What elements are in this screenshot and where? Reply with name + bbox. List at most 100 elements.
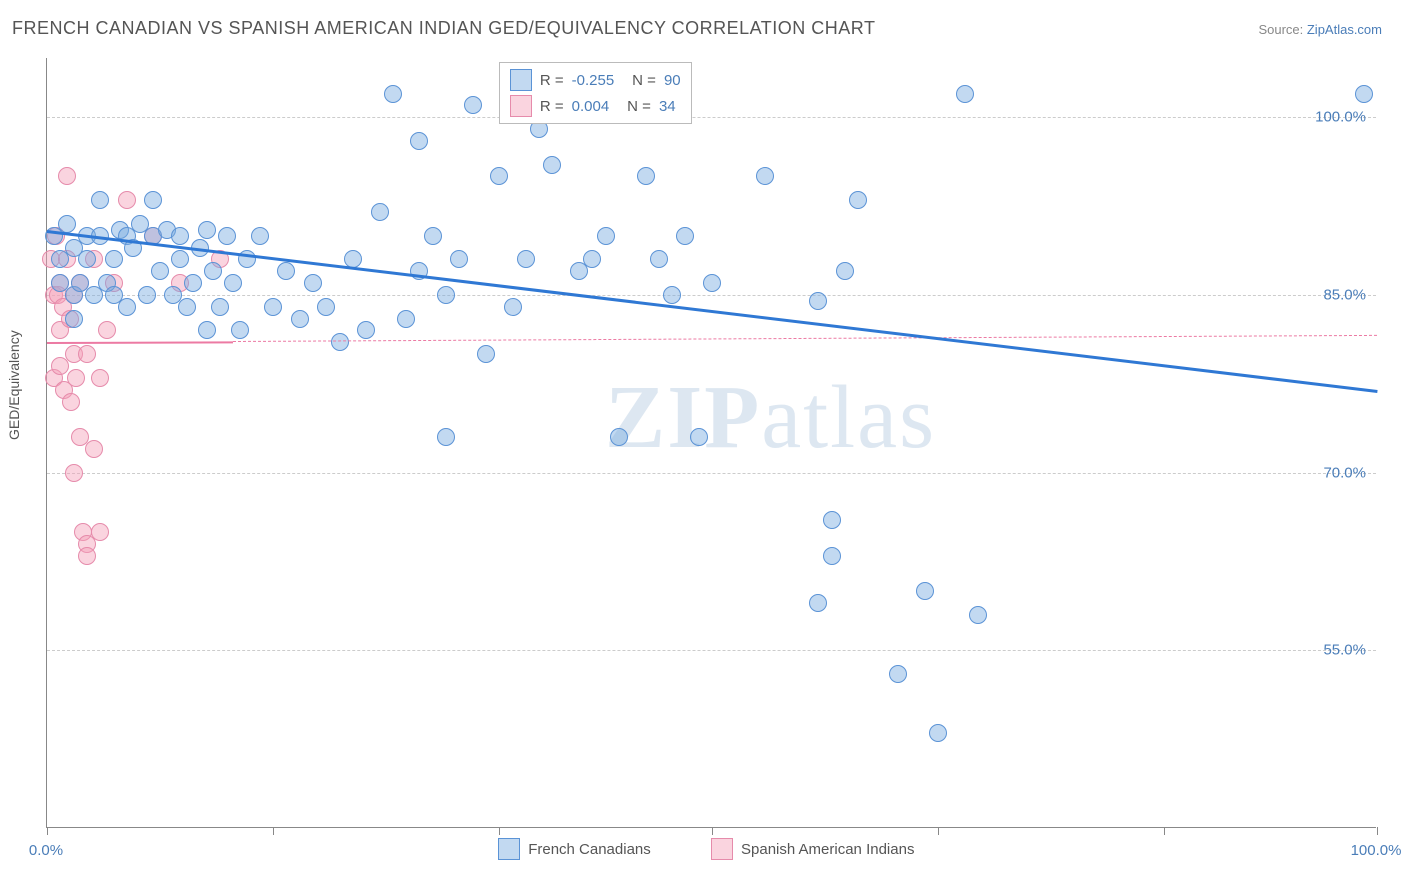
data-point bbox=[597, 227, 615, 245]
data-point bbox=[836, 262, 854, 280]
data-point bbox=[809, 594, 827, 612]
data-point bbox=[78, 547, 96, 565]
data-point bbox=[583, 250, 601, 268]
data-point bbox=[184, 274, 202, 292]
plot-area: ZIPatlas 55.0%70.0%85.0%100.0%R = -0.255… bbox=[46, 58, 1376, 828]
data-point bbox=[823, 511, 841, 529]
data-point bbox=[218, 227, 236, 245]
data-point bbox=[610, 428, 628, 446]
data-point bbox=[331, 333, 349, 351]
data-point bbox=[277, 262, 295, 280]
legend-series-label: Spanish American Indians bbox=[741, 841, 914, 858]
stat-r-label: R = bbox=[540, 98, 564, 115]
xtick bbox=[712, 827, 713, 835]
data-point bbox=[198, 321, 216, 339]
data-point bbox=[410, 132, 428, 150]
trend-line bbox=[233, 335, 1377, 342]
legend-swatch bbox=[510, 95, 532, 117]
data-point bbox=[58, 215, 76, 233]
data-point bbox=[304, 274, 322, 292]
data-point bbox=[889, 665, 907, 683]
data-point bbox=[437, 286, 455, 304]
xtick-label: 100.0% bbox=[1351, 842, 1402, 859]
data-point bbox=[224, 274, 242, 292]
data-point bbox=[543, 156, 561, 174]
data-point bbox=[703, 274, 721, 292]
xtick bbox=[1164, 827, 1165, 835]
y-axis-label: GED/Equivalency bbox=[6, 330, 22, 440]
data-point bbox=[91, 523, 109, 541]
legend-stat-row: R = -0.255N = 90 bbox=[510, 67, 681, 93]
xtick bbox=[273, 827, 274, 835]
data-point bbox=[78, 345, 96, 363]
legend-stat-box: R = -0.255N = 90R = 0.004N = 34 bbox=[499, 62, 692, 124]
data-point bbox=[1355, 85, 1373, 103]
xtick bbox=[47, 827, 48, 835]
data-point bbox=[384, 85, 402, 103]
legend-stat-row: R = 0.004N = 34 bbox=[510, 93, 681, 119]
data-point bbox=[78, 250, 96, 268]
data-point bbox=[371, 203, 389, 221]
data-point bbox=[637, 167, 655, 185]
stat-n-value: 90 bbox=[664, 72, 681, 89]
data-point bbox=[105, 250, 123, 268]
data-point bbox=[956, 85, 974, 103]
data-point bbox=[58, 167, 76, 185]
trend-line bbox=[47, 230, 1377, 393]
data-point bbox=[178, 298, 196, 316]
data-point bbox=[397, 310, 415, 328]
data-point bbox=[204, 262, 222, 280]
data-point bbox=[251, 227, 269, 245]
data-point bbox=[98, 321, 116, 339]
legend-swatch bbox=[510, 69, 532, 91]
data-point bbox=[916, 582, 934, 600]
data-point bbox=[504, 298, 522, 316]
legend-swatch bbox=[498, 838, 520, 860]
data-point bbox=[849, 191, 867, 209]
data-point bbox=[357, 321, 375, 339]
bottom-legend-item: French Canadians bbox=[498, 838, 651, 860]
stat-n-value: 34 bbox=[659, 98, 676, 115]
gridline-h bbox=[47, 295, 1376, 296]
data-point bbox=[517, 250, 535, 268]
data-point bbox=[437, 428, 455, 446]
source-link[interactable]: ZipAtlas.com bbox=[1307, 22, 1382, 37]
data-point bbox=[138, 286, 156, 304]
data-point bbox=[91, 191, 109, 209]
data-point bbox=[211, 298, 229, 316]
data-point bbox=[118, 298, 136, 316]
data-point bbox=[756, 167, 774, 185]
data-point bbox=[91, 369, 109, 387]
watermark-light: atlas bbox=[761, 368, 936, 467]
data-point bbox=[65, 310, 83, 328]
stat-r-value: 0.004 bbox=[572, 98, 610, 115]
data-point bbox=[85, 440, 103, 458]
bottom-legend-item: Spanish American Indians bbox=[711, 838, 914, 860]
data-point bbox=[424, 227, 442, 245]
data-point bbox=[198, 221, 216, 239]
source-prefix: Source: bbox=[1258, 22, 1306, 37]
source-credit: Source: ZipAtlas.com bbox=[1258, 22, 1382, 37]
gridline-h bbox=[47, 650, 1376, 651]
data-point bbox=[118, 191, 136, 209]
legend-swatch bbox=[711, 838, 733, 860]
ytick-label: 85.0% bbox=[1323, 286, 1366, 303]
data-point bbox=[65, 464, 83, 482]
xtick bbox=[938, 827, 939, 835]
data-point bbox=[650, 250, 668, 268]
data-point bbox=[151, 262, 169, 280]
stat-n-label: N = bbox=[632, 72, 656, 89]
watermark: ZIPatlas bbox=[605, 366, 936, 469]
data-point bbox=[62, 393, 80, 411]
data-point bbox=[929, 724, 947, 742]
data-point bbox=[490, 167, 508, 185]
ytick-label: 55.0% bbox=[1323, 642, 1366, 659]
data-point bbox=[144, 191, 162, 209]
data-point bbox=[450, 250, 468, 268]
ytick-label: 100.0% bbox=[1315, 109, 1366, 126]
data-point bbox=[464, 96, 482, 114]
data-point bbox=[969, 606, 987, 624]
data-point bbox=[676, 227, 694, 245]
data-point bbox=[663, 286, 681, 304]
xtick-label: 0.0% bbox=[29, 842, 63, 859]
